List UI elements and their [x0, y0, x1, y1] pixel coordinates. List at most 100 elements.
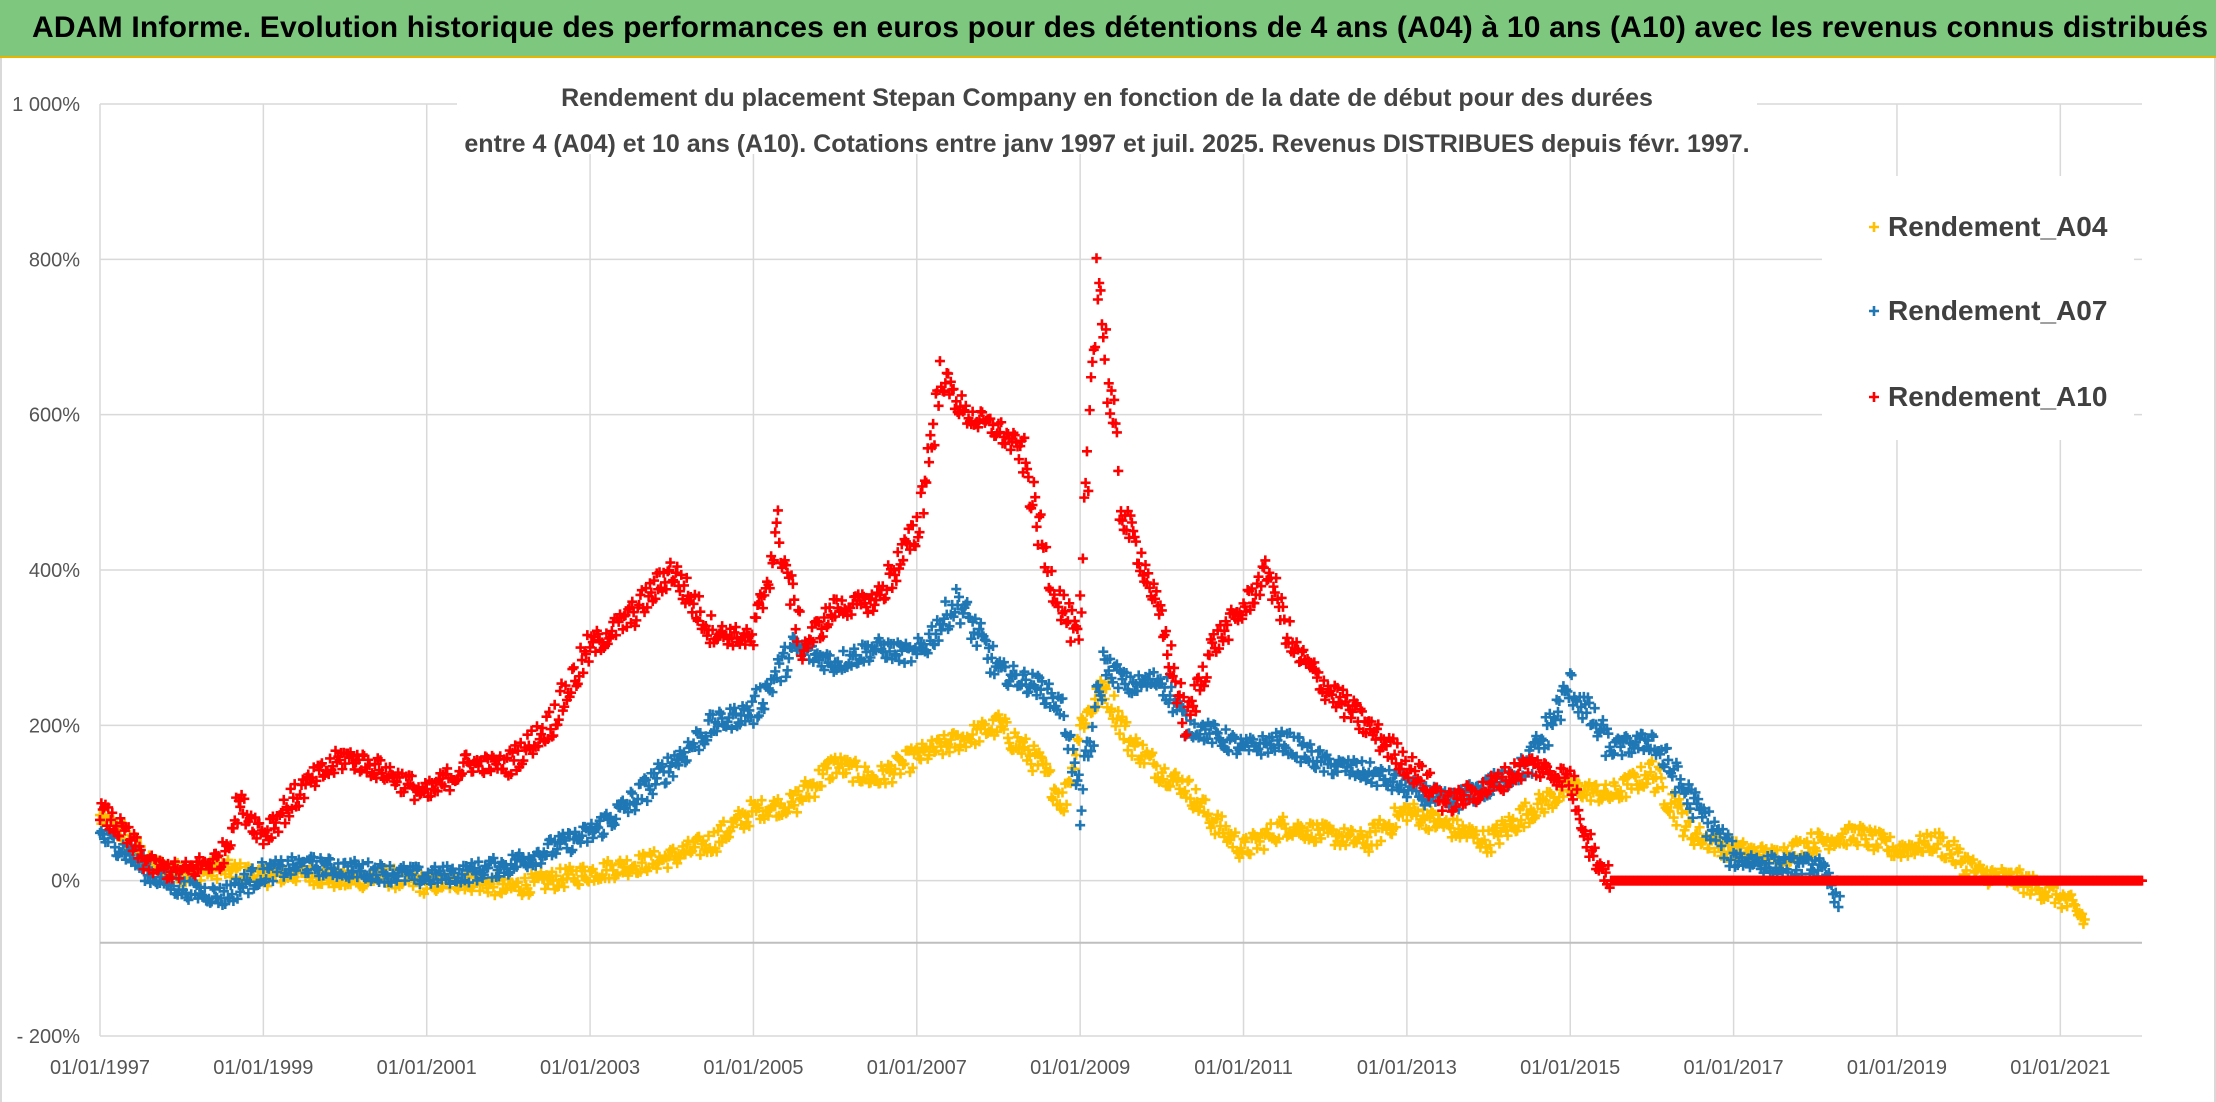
series-rendement-a04-marker	[1003, 732, 1014, 743]
series-rendement-a04-marker	[1704, 843, 1715, 854]
series-rendement-a10-marker	[933, 400, 944, 411]
series-rendement-a04-marker	[606, 860, 617, 871]
x-tick-label: 01/01/1997	[50, 1057, 150, 1079]
x-tick-label: 01/01/2001	[377, 1057, 477, 1079]
series-rendement-a10-marker	[1268, 581, 1279, 592]
series-rendement-a04-marker	[1101, 683, 1112, 694]
series-rendement-a04-marker	[1045, 765, 1056, 776]
series-rendement-a07-marker	[971, 640, 982, 651]
x-tick-label: 01/01/1999	[213, 1057, 313, 1079]
series-rendement-a10-marker	[1086, 372, 1097, 383]
series-rendement-a07-marker	[1076, 805, 1087, 816]
chart-title-line1: Rendement du placement Stepan Company en…	[561, 84, 1653, 112]
series-rendement-a10-marker	[1077, 553, 1088, 564]
series-rendement-a04-marker	[800, 776, 811, 787]
series-rendement-a04-marker	[1302, 825, 1313, 836]
series-rendement-a04-marker	[685, 847, 696, 858]
series-rendement-a07-marker	[109, 842, 120, 853]
series-rendement-a10-marker	[549, 699, 560, 710]
series-rendement-a04-marker	[1273, 833, 1284, 844]
series-rendement-a04-marker	[1258, 844, 1269, 855]
series-rendement-a07-marker	[1365, 757, 1376, 768]
y-tick-label: 0%	[51, 871, 80, 893]
series-rendement-a04-marker	[1390, 822, 1401, 833]
series-rendement-a04-marker	[816, 781, 827, 792]
series-rendement-a04-marker	[1328, 824, 1339, 835]
series-rendement-a04-marker	[1122, 745, 1133, 756]
series-rendement-a10-marker	[1065, 636, 1076, 647]
series-rendement-a04-marker	[1408, 799, 1419, 810]
series-rendement-a04-marker	[1676, 808, 1687, 819]
series-rendement-a04-marker	[1512, 825, 1523, 836]
series-rendement-a04-marker	[1932, 839, 1943, 850]
series-rendement-a04-marker	[1584, 778, 1595, 789]
series-rendement-a07-marker	[320, 868, 331, 879]
series-rendement-a04-marker	[1738, 837, 1749, 848]
series-rendement-a04-marker	[1080, 718, 1091, 729]
series-rendement-a04-marker	[841, 768, 852, 779]
series-rendement-a04-marker	[359, 881, 370, 892]
series-rendement-a04-marker	[730, 814, 741, 825]
series-rendement-a04-marker	[1023, 744, 1034, 755]
series-rendement-a10-marker	[1028, 477, 1039, 488]
series-rendement-a04-marker	[1494, 838, 1505, 849]
y-tick-label: 800%	[29, 249, 80, 271]
series-rendement-a04-marker	[1646, 756, 1657, 767]
series-rendement-a04-marker	[488, 882, 499, 893]
series-rendement-a04-marker	[636, 857, 647, 868]
series-rendement-a04-marker	[1147, 747, 1158, 758]
series-rendement-a04-marker	[783, 802, 794, 813]
series-rendement-a04-marker	[1970, 866, 1981, 877]
x-tick-label: 01/01/2013	[1357, 1057, 1457, 1079]
series-rendement-a07-marker	[363, 857, 374, 868]
series-rendement-a04-marker	[1885, 831, 1896, 842]
series-rendement-a04-marker	[1636, 761, 1647, 772]
series-rendement-a04-marker	[612, 868, 623, 879]
x-tick-label: 01/01/2007	[867, 1057, 967, 1079]
series-rendement-a07-marker	[209, 884, 220, 895]
series-rendement-a04-marker	[2066, 889, 2077, 900]
series-rendement-a04-marker	[1110, 721, 1121, 732]
series-rendement-a07-marker	[627, 788, 638, 799]
series-rendement-a04-marker	[1502, 830, 1513, 841]
series-rendement-a04-marker	[1295, 821, 1306, 832]
series-rendement-a04-marker	[1518, 822, 1529, 833]
series-rendement-a07-marker	[218, 886, 229, 897]
series-rendement-a04-marker	[1872, 842, 1883, 853]
series-rendement-a04-marker	[1544, 787, 1555, 798]
series-rendement-a10-marker	[1031, 521, 1042, 532]
series-rendement-a10-marker	[925, 430, 936, 441]
series-rendement-a04-marker	[1340, 840, 1351, 851]
series-rendement-a04-marker	[890, 763, 901, 774]
y-tick-label: 400%	[29, 560, 80, 582]
series-rendement-a04-marker	[1028, 740, 1039, 751]
series-rendement-a04-marker	[1072, 733, 1083, 744]
series-rendement-a07-marker	[899, 657, 910, 668]
series-rendement-a04-marker	[1863, 841, 1874, 852]
series-rendement-a04-marker	[1452, 814, 1463, 825]
series-rendement-a04-marker	[1600, 779, 1611, 790]
series-rendement-a10-marker	[793, 605, 804, 616]
series-rendement-a04-marker	[1235, 843, 1246, 854]
series-rendement-a10-marker	[1094, 277, 1105, 288]
series-rendement-a07-marker	[906, 656, 917, 667]
series-rendement-a07-marker	[642, 795, 653, 806]
series-rendement-a10-marker	[1298, 645, 1309, 656]
series-rendement-a07-marker	[183, 894, 194, 905]
series-rendement-a10-marker	[914, 527, 925, 538]
series-rendement-a07-marker	[757, 698, 768, 709]
series-rendement-a04-marker	[1363, 846, 1374, 857]
series-rendement-a04-marker	[1190, 784, 1201, 795]
series-rendement-a04-marker	[1151, 760, 1162, 771]
series-rendement-a04-marker	[1674, 794, 1685, 805]
chart-title-background	[457, 66, 1757, 154]
series-rendement-a07-marker	[261, 874, 272, 885]
series-rendement-a07-marker	[661, 777, 672, 788]
series-rendement-a04-marker	[1531, 810, 1542, 821]
series-rendement-a04-marker	[1165, 781, 1176, 792]
header-title: ADAM Informe. Evolution historique des p…	[32, 11, 2209, 44]
header-banner: ADAM Informe. Evolution historique des p…	[0, 0, 2216, 58]
series-rendement-a07-marker	[231, 873, 242, 884]
series-rendement-a10-marker	[794, 606, 805, 617]
series-rendement-a04-marker	[1401, 815, 1412, 826]
